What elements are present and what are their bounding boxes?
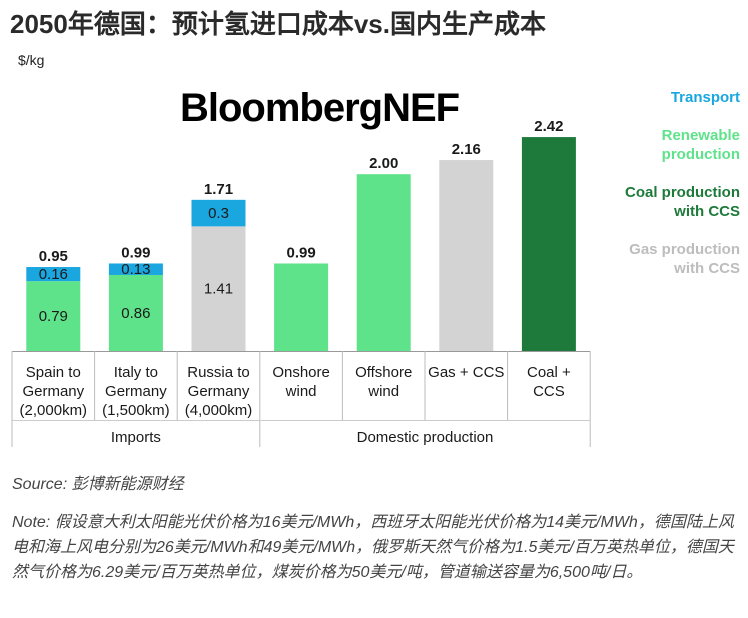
- group-label-1: Domestic production: [357, 429, 494, 446]
- legend-renewable-production: Renewable production: [661, 127, 740, 163]
- segment-label-1-0: 0.86: [121, 305, 150, 322]
- category-label-4-1: wind: [367, 383, 399, 400]
- category-label-0-0: Spain to: [26, 364, 81, 381]
- y-axis-unit: $/kg: [18, 52, 45, 68]
- category-label-1-1: Germany: [105, 383, 167, 400]
- total-label-4: 2.00: [369, 155, 398, 172]
- category-label-2-0: Russia to: [187, 364, 250, 381]
- legend-coal-production-ccs: Coal production with CCS: [625, 184, 740, 220]
- legend-gas-production-ccs: Gas production with CCS: [629, 241, 740, 277]
- source-note: Source: 彭博新能源财经: [12, 476, 184, 493]
- total-label-5: 2.16: [452, 141, 481, 158]
- bar-segment-6-coal: [521, 137, 576, 351]
- bar-segment-2-transport: [191, 199, 246, 227]
- category-label-0-1: Germany: [22, 383, 84, 400]
- category-label-1-0: Italy to: [114, 364, 158, 381]
- bar-segment-1-renewable: [108, 274, 163, 351]
- bar-segment-5-gas: [439, 160, 494, 351]
- total-label-6: 2.42: [534, 118, 563, 135]
- segment-label-0-0: 0.79: [39, 308, 68, 325]
- group-label-0: Imports: [111, 429, 161, 446]
- bar-segment-3-renewable: [274, 263, 329, 351]
- category-label-0-2: (2,000km): [20, 402, 88, 419]
- segment-label-2-1: 0.3: [208, 205, 229, 222]
- category-label-3-1: wind: [285, 383, 317, 400]
- bar-chart: 0.79 0.160.95 Spain to Germany (2,000km) 0.86…: [11, 118, 591, 447]
- bar-segment-0-transport: [26, 267, 81, 282]
- bar-segment-4-renewable: [356, 174, 411, 351]
- chart-legend: Transport Renewable production Coal prod…: [600, 88, 740, 297]
- page-title: 2050年德国：预计氢进口成本vs.国内生产成本: [10, 9, 546, 39]
- category-label-6-0: Coal +: [527, 364, 571, 381]
- footnote: Note: 假设意大利太阳能光伏价格为16美元/MWh，西班牙太阳能光伏价格为1…: [12, 514, 734, 581]
- bar-segment-0-renewable: [26, 281, 81, 351]
- category-label-4-0: Offshore: [355, 364, 412, 381]
- category-label-2-2: (4,000km): [185, 402, 253, 419]
- bar-segment-2-gas: [191, 226, 246, 351]
- segment-label-0-1: 0.16: [39, 266, 68, 283]
- category-label-2-1: Germany: [188, 383, 250, 400]
- category-label-6-1: CCS: [533, 383, 565, 400]
- category-label-1-2: (1,500km): [102, 402, 170, 419]
- bar-segment-1-transport: [108, 263, 163, 275]
- legend-transport: Transport: [670, 89, 740, 106]
- brand-logo-text: BloombergNEF: [180, 86, 460, 130]
- segment-label-1-1: 0.13: [121, 261, 150, 278]
- total-label-0: 0.95: [39, 248, 68, 265]
- category-label-3-0: Onshore: [272, 364, 330, 381]
- segment-label-2-0: 1.41: [204, 281, 233, 298]
- total-label-2: 1.71: [204, 181, 233, 198]
- total-label-1: 0.99: [121, 244, 150, 261]
- total-label-3: 0.99: [286, 244, 315, 261]
- category-label-5-0: Gas + CCS: [428, 364, 504, 381]
